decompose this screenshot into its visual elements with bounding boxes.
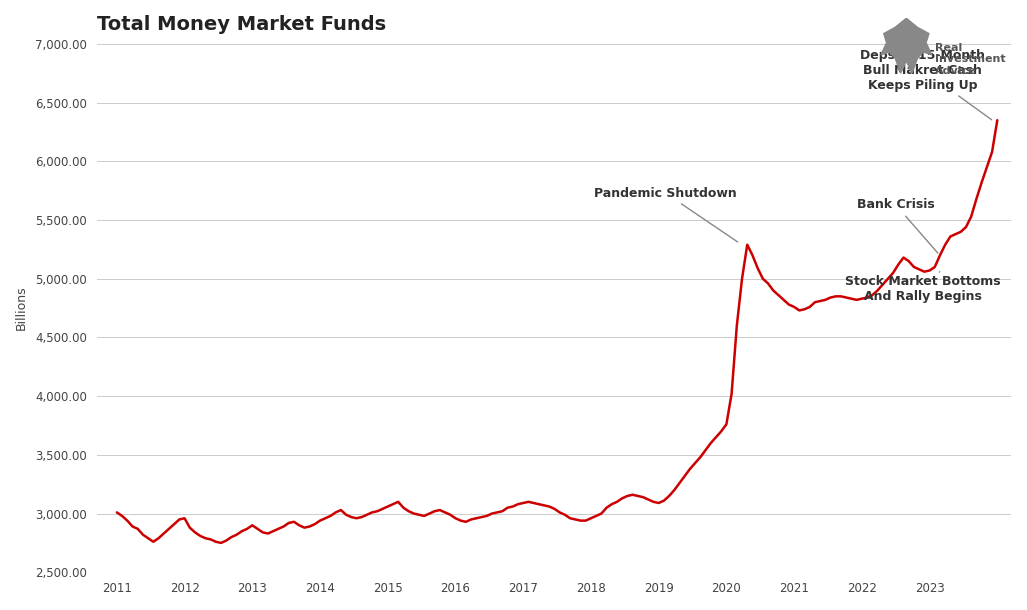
Text: Stock Market Bottoms
And Rally Begins: Stock Market Bottoms And Rally Begins — [845, 271, 1000, 303]
Y-axis label: Billions: Billions — [15, 285, 28, 331]
Text: Pandemic Shutdown: Pandemic Shutdown — [594, 187, 737, 242]
Polygon shape — [881, 18, 931, 73]
Text: Depsite 15-Month
Bull Makret Cash
Keeps Piling Up: Depsite 15-Month Bull Makret Cash Keeps … — [861, 49, 992, 120]
Text: Real
Investment
Advice: Real Investment Advice — [935, 43, 1005, 76]
Text: Bank Crisis: Bank Crisis — [857, 198, 938, 253]
Text: Total Money Market Funds: Total Money Market Funds — [97, 15, 386, 34]
